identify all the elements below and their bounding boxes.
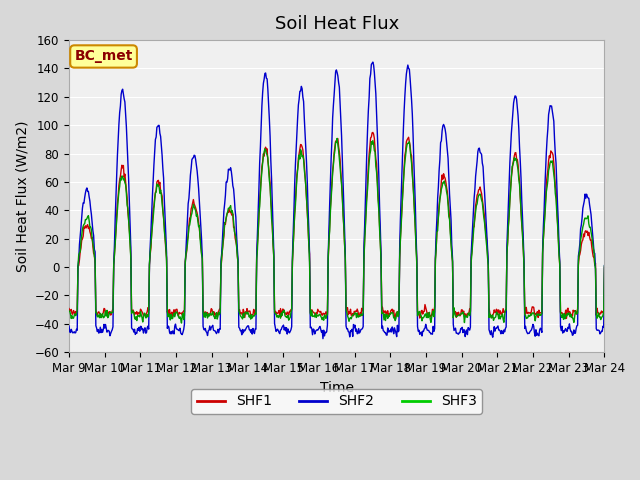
Text: BC_met: BC_met: [74, 49, 132, 63]
Title: Soil Heat Flux: Soil Heat Flux: [275, 15, 399, 33]
Y-axis label: Soil Heat Flux (W/m2): Soil Heat Flux (W/m2): [15, 120, 29, 272]
X-axis label: Time: Time: [320, 381, 354, 395]
Legend: SHF1, SHF2, SHF3: SHF1, SHF2, SHF3: [191, 389, 483, 414]
